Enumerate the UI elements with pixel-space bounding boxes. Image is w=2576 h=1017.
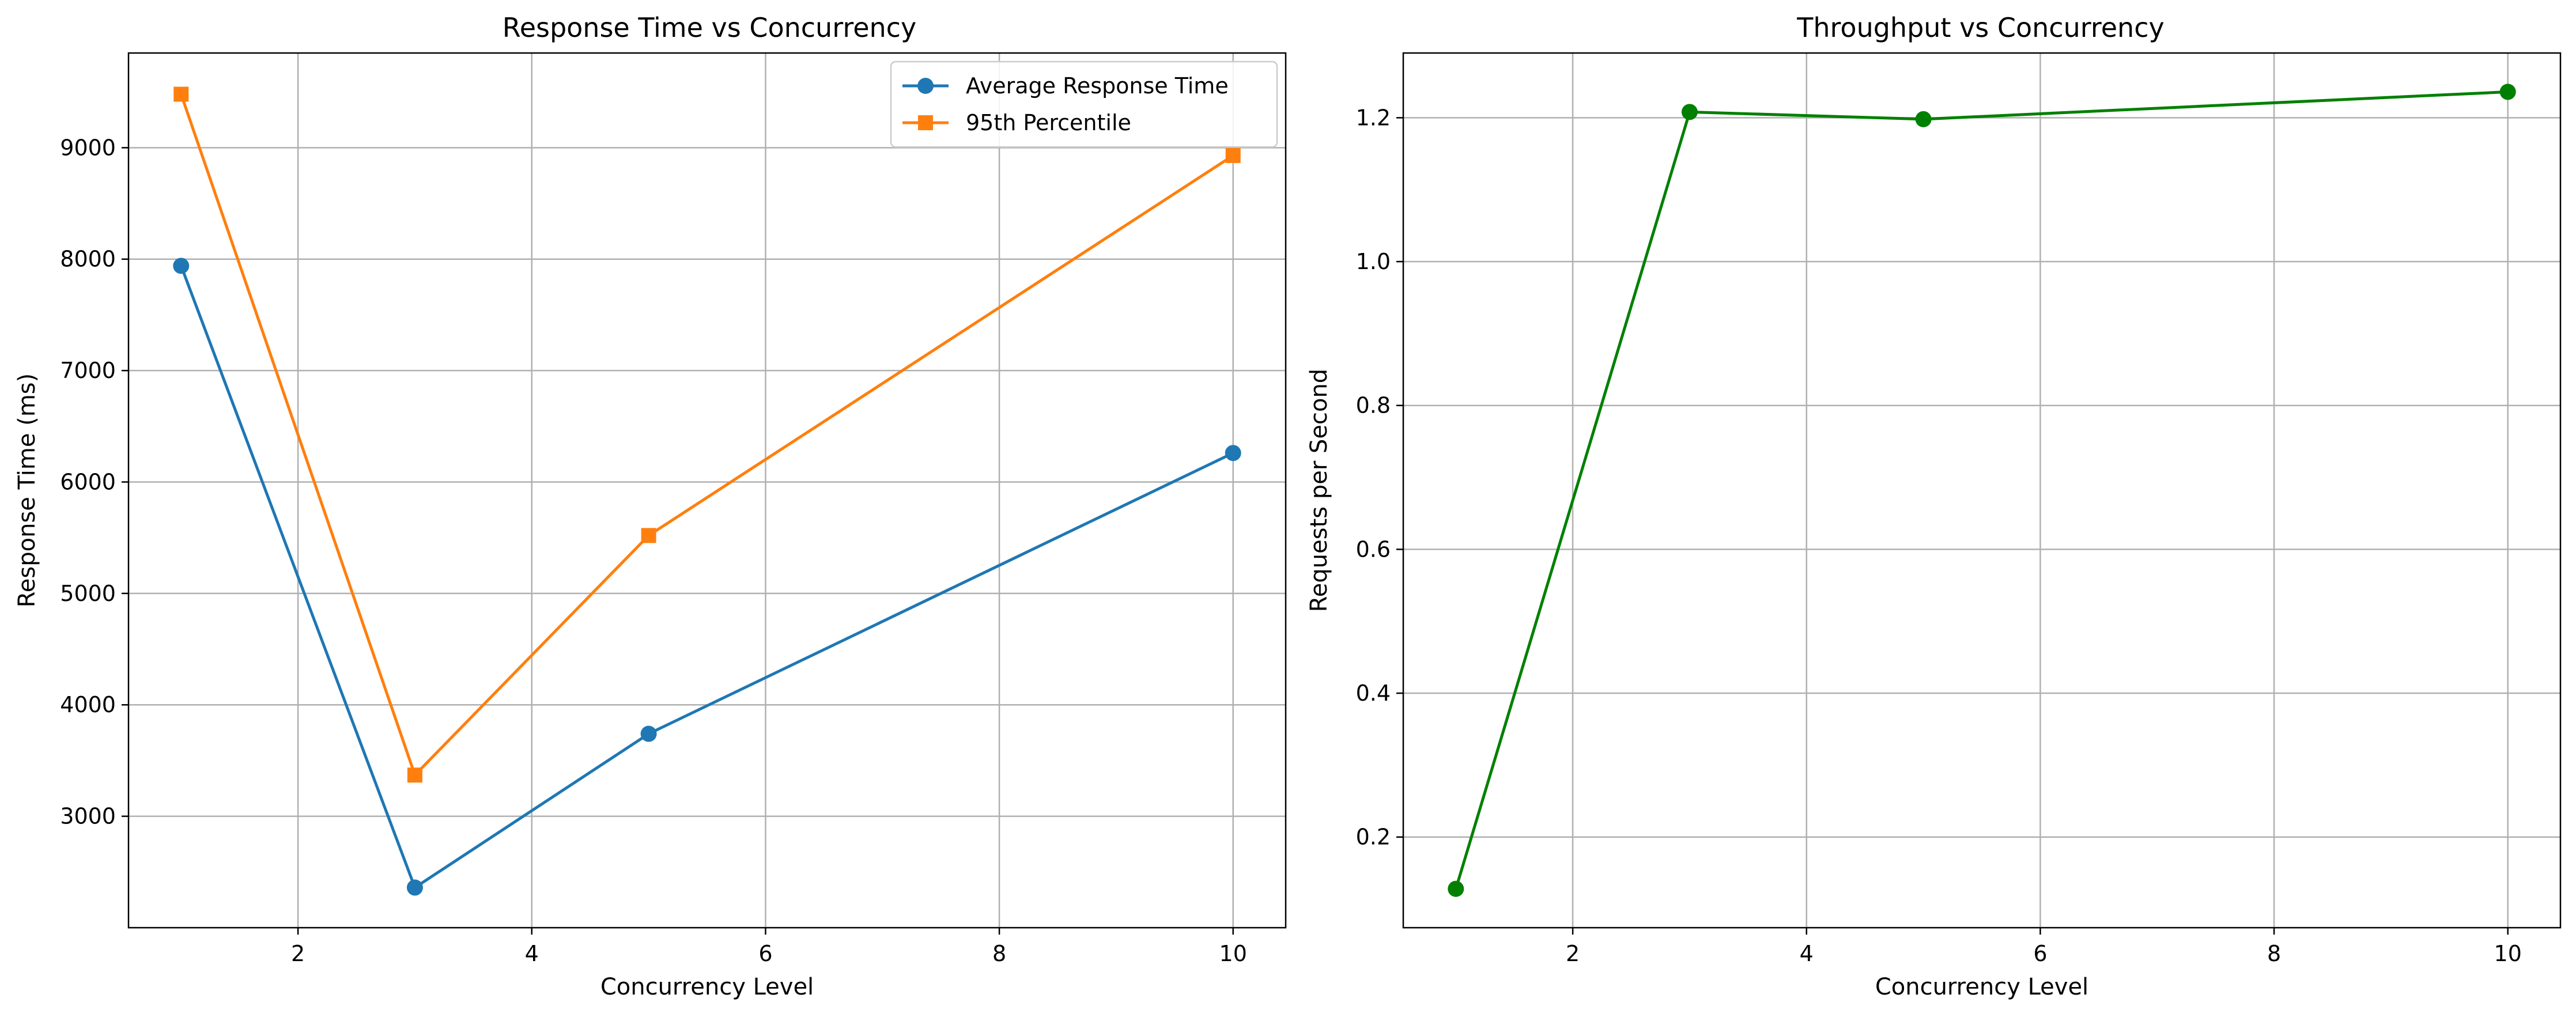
data-point [640,725,657,742]
data-point [2499,84,2516,100]
y-tick-label: 6000 [60,469,116,494]
legend-box [890,61,1278,148]
y-tick-label: 8000 [60,247,116,272]
x-tick-label: 4 [1800,941,1814,966]
x-tick-label: 4 [525,941,539,966]
y-axis-label: Response Time (ms) [14,373,40,607]
response-time-chart: Response Time vs Concurrency 2 4 6 8 10 3000 4… [14,12,1287,1000]
y-axis-label: Requests per Second [1306,369,1332,612]
data-point [173,86,189,102]
ticks: 2 4 6 8 10 0.2 0.4 0.6 0.8 1.0 1.2 [1356,105,2522,966]
y-tick-label: 9000 [60,135,116,160]
x-tick-label: 6 [2033,941,2047,966]
data-point [406,879,423,896]
data-point [641,528,656,543]
legend-label: 95th Percentile [966,110,1131,135]
legend: Average Response Time 95th Percentile [890,61,1278,148]
plot-frame [127,52,1287,929]
x-tick-label: 10 [1219,941,1247,966]
legend-marker [917,78,934,94]
grid [129,53,1286,928]
chart-title: Throughput vs Concurrency [1796,12,2164,43]
x-tick-label: 8 [2267,941,2281,966]
x-axis-label: Concurrency Level [600,974,814,1000]
data-point [1225,148,1241,163]
series-line-0 [179,265,1234,889]
x-axis-label: Concurrency Level [1875,974,2088,1000]
x-tick-label: 10 [2494,941,2522,966]
y-tick-label: 3000 [60,804,116,829]
ticks: 2 4 6 8 10 3000 4000 5000 6000 7000 8000 9000 [60,135,1247,966]
y-tick-label: 1.0 [1356,249,1391,274]
chart-title: Response Time vs Concurrency [503,12,916,43]
y-tick-label: 7000 [60,358,116,383]
data-point [1448,880,1464,897]
y-tick-label: 5000 [60,581,116,606]
x-tick-label: 2 [1566,941,1580,966]
series [173,86,1241,896]
legend-marker [918,115,933,130]
data-point [1915,111,1932,127]
y-tick-label: 0.4 [1356,680,1391,706]
data-point [1225,445,1241,462]
plot-frame [1402,52,2562,929]
y-tick-label: 0.2 [1356,825,1391,850]
series [1448,84,2516,897]
data-point [173,258,190,274]
x-tick-label: 8 [992,941,1006,966]
y-tick-label: 0.6 [1356,536,1391,562]
throughput-chart: Throughput vs Concurrency 2 4 6 8 10 0.2 0.4 0.… [1306,12,2562,1000]
grid [1403,53,2560,928]
y-tick-label: 0.8 [1356,393,1391,418]
x-tick-label: 6 [758,941,772,966]
x-tick-label: 2 [291,941,305,966]
data-point [1681,104,1698,120]
series-line-0 [1454,90,2508,890]
series-line-1 [179,93,1234,777]
y-tick-label: 4000 [60,692,116,717]
y-tick-label: 1.2 [1356,105,1391,130]
data-point [407,768,422,783]
legend-label: Average Response Time [966,73,1229,99]
